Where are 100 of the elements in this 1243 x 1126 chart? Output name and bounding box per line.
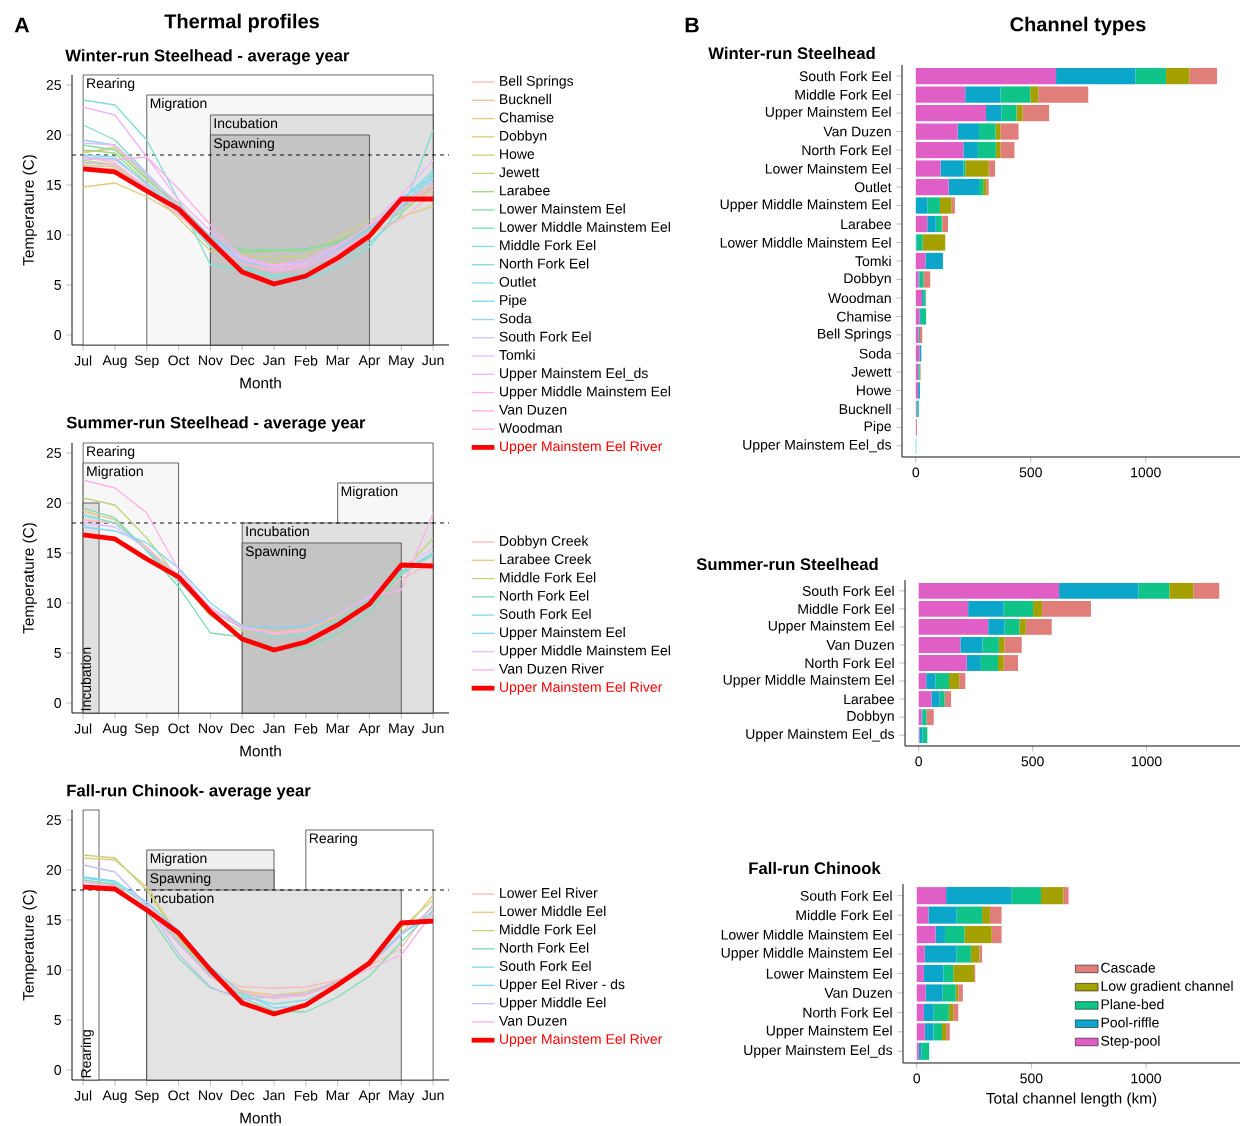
legend-label: Upper Mainstem Eel River [500,681,663,695]
y-tick-label: Tomki [855,255,891,267]
x-tick-label: Apr [358,355,381,368]
legend-label: Lower Mainstem Eel [500,203,625,214]
y-tick-label: Middle Fork Eel [795,89,891,100]
y-axis-title: Temperature (C) [22,890,37,1001]
x-tick-label: Oct [168,1090,190,1101]
legend-label: Plane-bed [1101,998,1164,1010]
x-tick-label: Dec [230,355,255,366]
legend-label: Woodman [499,422,562,433]
y-tick-label: Pipe [864,420,891,434]
chart-title: Fall-run Chinook- average year [67,784,311,800]
legend-label: Lower Middle Eel [500,905,606,917]
y-tick-label: Upper Mainstem Eel_ds [746,728,895,742]
y-tick-label: Bucknell [839,403,891,415]
y-tick-label: Middle Fork Eel [796,909,892,921]
legend-label: Upper Eel River - ds [500,978,625,992]
legend-label: Larabee [500,185,550,196]
band-label: Incubation [246,525,309,537]
x-tick-label: 500 [1021,756,1044,767]
y-tick-label: Jewett [851,367,892,377]
y-tick-label: Howe [856,385,891,396]
y-tick-label: Van Duzen [826,640,894,650]
legend-label: Middle Fork Eel [500,924,596,935]
y-tick-label: 25 [46,80,62,90]
y-tick-label: 25 [46,815,62,825]
band-label: Rearing [87,77,135,91]
chart-title: Summer-run Steelhead [696,557,878,571]
band-label: Rearing [309,832,357,846]
y-tick-label: 15 [47,915,62,925]
legend-label: Jewett [499,167,540,178]
y-tick-label: 5 [54,280,62,290]
y-tick-label: Van Duzen [824,988,892,998]
y-tick-label: 10 [47,598,62,608]
legend-label: Outlet [499,276,537,287]
y-tick-label: Lower Mainstem Eel [766,968,892,979]
band-label: Spawning [213,137,274,151]
band-label: Migration [87,465,143,479]
legend-label: Dobbyn [500,130,547,144]
x-axis-title: Month [240,1112,281,1124]
x-tick-label: 1000 [1131,467,1161,478]
y-tick-label: 5 [54,1015,62,1025]
legend-label: Upper Mainstem Eel [500,626,625,640]
band-label: Rearing [80,1030,94,1078]
band-label: Rearing [87,445,135,459]
legend-label: South Fork Eel [499,960,591,971]
x-tick-label: Aug [102,355,127,368]
x-tick-label: 1000 [1131,1073,1162,1084]
y-tick-label: Chamise [837,311,891,322]
x-tick-label: 500 [1019,467,1042,478]
legend-label: Cascade [1101,962,1156,973]
text: Thermal profiles [164,13,319,33]
x-tick-label: Jan [262,355,285,366]
legend-label: Upper Mainstem Eel_ds [500,367,648,381]
legend-label: South Fork Eel [499,331,591,342]
legend-label: Tomki [499,349,535,360]
y-tick-label: 5 [54,648,62,658]
y-tick-label: Outlet [854,181,892,193]
y-tick-label: 15 [47,548,62,558]
x-tick-label: 500 [1020,1073,1043,1084]
y-tick-label: North Fork Eel [802,144,891,156]
x-tick-label: Jun [422,723,444,734]
y-tick-label: 10 [47,965,62,975]
legend-label: Step-pool [1101,1035,1160,1049]
legend-label: North Fork Eel [500,590,589,601]
x-tick-label: 1000 [1132,756,1162,767]
x-tick-label: Mar [326,1090,350,1101]
x-tick-label: Sep [134,355,159,369]
x-tick-label: Apr [358,723,381,736]
y-tick-label: South Fork Eel [802,585,894,596]
legend-label: Lower Middle Mainstem Eel [500,221,670,232]
x-tick-label: Aug [102,723,127,736]
x-tick-label: Apr [358,1090,381,1103]
band-label: Spawning [245,545,306,559]
y-tick-label: Upper Mainstem Eel_ds [744,1044,893,1058]
legend-label: Howe [500,149,535,159]
x-tick-label: Jan [262,1090,285,1101]
band-label: Spawning [150,872,211,886]
legend-label: Van Duzen [499,404,567,415]
y-tick-label: Dobbyn [847,710,894,724]
y-tick-label: Upper Middle Mainstem Eel [720,198,891,213]
x-tick-label: May [389,723,415,736]
y-tick-label: South Fork Eel [800,890,892,901]
y-axis-title: Temperature (C) [22,155,37,266]
x-tick-label: Jul [74,1090,92,1101]
y-tick-label: 10 [47,230,62,240]
x-tick-label: Aug [102,1090,127,1103]
legend-label: Chamise [499,112,554,123]
text: Channel types [1010,16,1146,36]
y-axis-title: Temperature (C) [22,523,37,634]
x-tick-label: Dec [230,723,255,734]
legend-label: Upper Middle Mainstem Eel [500,645,670,659]
band-label: Incubation [214,117,278,129]
text: A [14,17,30,33]
legend-label: South Fork Eel [499,608,591,619]
y-tick-label: Bell Springs [818,328,892,342]
y-tick-label: 25 [46,448,62,458]
y-tick-label: Upper Mainstem Eel_ds [743,439,892,453]
band-label: Migration [150,852,207,866]
legend-label: Bell Springs [500,75,574,89]
